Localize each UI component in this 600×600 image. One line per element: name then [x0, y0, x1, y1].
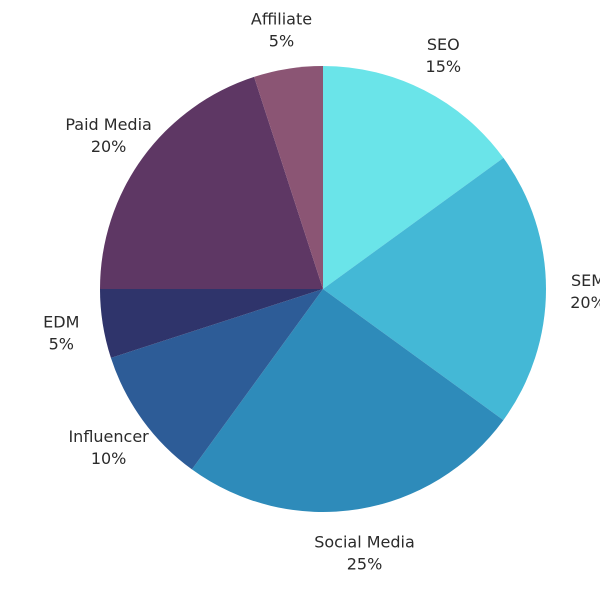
- pie-slices: [100, 66, 547, 513]
- pie-slice-influencer: [110, 289, 323, 470]
- pie-slice-paid-media: [100, 76, 323, 289]
- slice-label: Influencer 10%: [68, 427, 149, 468]
- slice-label: SEO 15%: [426, 35, 462, 76]
- slice-label: Paid Media 20%: [65, 115, 151, 156]
- slice-value: 10%: [91, 449, 127, 468]
- slice-value: 20%: [91, 137, 127, 156]
- pie-labels: SEO 15% SEM 20% Social Media 25% Influencer 10%…: [43, 9, 600, 573]
- pie-slice-affiliate: [254, 66, 323, 289]
- slice-value: 5%: [269, 31, 294, 50]
- slice-label: EDM 5%: [43, 313, 79, 354]
- slice-name: Paid Media: [65, 115, 151, 134]
- slice-name: Social Media: [314, 533, 415, 552]
- pie-slice-edm: [100, 289, 323, 358]
- pie-slice-seo: [323, 66, 504, 289]
- slice-value: 15%: [426, 57, 462, 76]
- pie-slice-sem: [323, 157, 547, 421]
- slice-name: Influencer: [68, 427, 149, 446]
- slice-value: 5%: [49, 335, 74, 354]
- pie-slice-social-media: [191, 289, 504, 513]
- slice-name: EDM: [43, 313, 79, 332]
- slice-label: Affiliate 5%: [251, 9, 312, 50]
- slice-value: 20%: [570, 293, 600, 312]
- slice-label: Social Media 25%: [314, 533, 415, 574]
- slice-value: 25%: [347, 555, 383, 574]
- slice-name: Affiliate: [251, 9, 312, 28]
- slice-label: SEM 20%: [570, 271, 600, 312]
- slice-name: SEM: [571, 271, 600, 290]
- slice-name: SEO: [427, 35, 460, 54]
